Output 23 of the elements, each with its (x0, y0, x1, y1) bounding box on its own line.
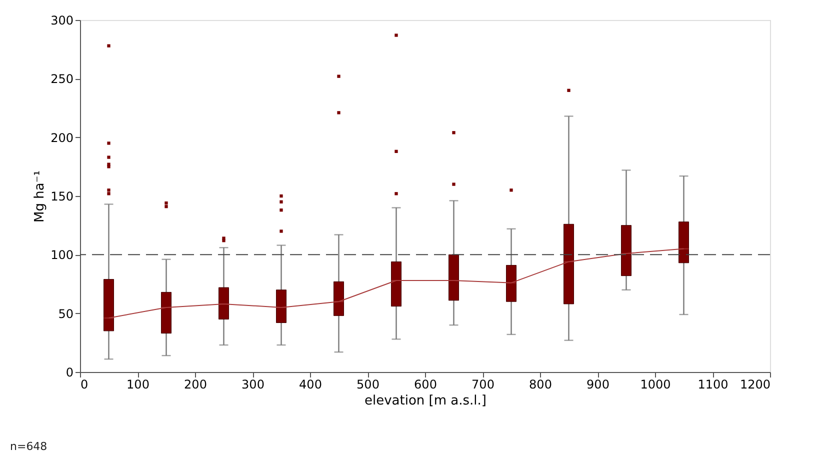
x-tick-label: 100 (126, 378, 150, 392)
y-tick-label: 250 (50, 72, 74, 86)
x-tick-label: 0 (80, 378, 88, 392)
x-tick-label: 900 (586, 378, 610, 392)
x-tick-label: 600 (414, 378, 437, 392)
x-tick-label: 1200 (740, 378, 770, 392)
x-axis-title: elevation [m a.s.l.] (364, 394, 486, 408)
x-tick-label: 700 (472, 378, 494, 392)
y-axis-title: Mg ha⁻¹ (32, 170, 48, 222)
x-tick-label: 500 (356, 378, 380, 392)
x-tick-label: 400 (299, 378, 322, 392)
y-tick-label: 150 (50, 190, 74, 204)
x-tick-label: 1000 (640, 378, 671, 392)
y-tick-label: 300 (50, 14, 74, 28)
y-tick-label: 100 (50, 248, 74, 262)
text: n=648 (10, 440, 48, 453)
y-tick-label: 200 (50, 130, 74, 145)
x-tick-label: 1100 (698, 378, 728, 392)
x-tick-label: 300 (242, 378, 264, 392)
y-tick-label: 0 (66, 366, 74, 380)
y-tick-label: 50 (58, 306, 74, 321)
x-tick-label: 200 (184, 378, 207, 392)
x-tick-label: 800 (529, 378, 552, 392)
